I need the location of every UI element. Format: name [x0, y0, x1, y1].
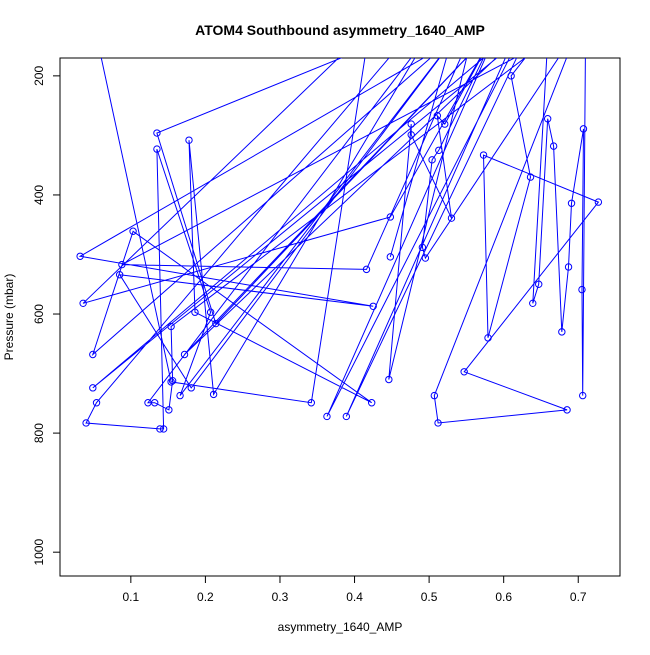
- data-point: [206, 308, 215, 316]
- x-tick-label: 0.7: [570, 590, 587, 604]
- data-point: [151, 399, 159, 407]
- y-tick-label: 200: [32, 66, 46, 86]
- data-point: [212, 319, 220, 328]
- x-tick-label: 0.5: [421, 590, 438, 604]
- data-point: [579, 125, 588, 133]
- x-tick-label: 0.4: [346, 590, 363, 604]
- data-point: [115, 271, 124, 279]
- data-point: [369, 302, 377, 310]
- data-point: [507, 72, 515, 80]
- y-tick-label: 400: [32, 185, 46, 205]
- data-point: [486, 31, 492, 37]
- data-point: [515, 37, 521, 43]
- data-point: [92, 399, 101, 407]
- data-point: [407, 131, 415, 139]
- data-point: [386, 253, 395, 261]
- data-point: [167, 378, 175, 386]
- data-point: [515, 25, 521, 31]
- data-point: [529, 299, 537, 308]
- data-point: [526, 173, 535, 181]
- data-point: [176, 391, 184, 400]
- data-point: [89, 350, 97, 359]
- data-point: [167, 322, 175, 331]
- data-point: [543, 115, 552, 123]
- data-point: [362, 265, 371, 274]
- data-point: [153, 145, 161, 153]
- data-point: [582, 13, 588, 19]
- data-point: [500, 13, 506, 19]
- data-point: [575, 25, 581, 31]
- data-point: [558, 328, 566, 336]
- data-point: [418, 243, 427, 252]
- x-tick-label: 0.1: [122, 590, 139, 604]
- data-point: [156, 425, 164, 433]
- y-tick-label: 800: [32, 423, 46, 443]
- data-point: [185, 136, 193, 144]
- data-point: [165, 406, 173, 414]
- data-point: [594, 198, 603, 206]
- y-axis-label: Pressure (mbar): [2, 274, 16, 361]
- data-point: [563, 406, 571, 414]
- data-point: [385, 375, 393, 384]
- data-point: [82, 419, 90, 427]
- data-point: [367, 399, 376, 407]
- data-point: [168, 377, 177, 385]
- data-point: [484, 334, 492, 342]
- x-tick-label: 0.2: [197, 590, 214, 604]
- data-point: [479, 151, 488, 159]
- data-point: [76, 252, 84, 260]
- data-point: [89, 384, 97, 392]
- data-point: [578, 285, 586, 294]
- chart-title: ATOM4 Southbound asymmetry_1640_AMP: [195, 22, 485, 38]
- data-line: [78, 58, 600, 430]
- data-point: [564, 263, 573, 271]
- data-point: [118, 260, 126, 269]
- data-point: [447, 214, 456, 222]
- data-point: [79, 299, 87, 308]
- data-point: [441, 120, 449, 128]
- data-point: [500, 13, 506, 19]
- data-point: [180, 350, 189, 359]
- data-point: [535, 280, 543, 288]
- data-point: [407, 120, 415, 128]
- data-point: [129, 227, 137, 235]
- data-point: [545, 37, 551, 43]
- data-point: [433, 112, 442, 120]
- data-point: [342, 412, 351, 421]
- data-point: [434, 419, 442, 427]
- data-point: [187, 384, 195, 392]
- x-axis-label: asymmetry_1640_AMP: [278, 620, 403, 634]
- data-point: [567, 199, 576, 207]
- data-point: [579, 391, 587, 400]
- data-point: [428, 156, 436, 164]
- data-point: [430, 391, 439, 400]
- plot-area: [76, 13, 603, 433]
- x-tick-label: 0.6: [495, 590, 512, 604]
- x-tick-label: 0.3: [272, 590, 289, 604]
- y-tick-label: 600: [32, 304, 46, 324]
- data-point: [441, 43, 447, 49]
- data-point: [545, 25, 551, 31]
- data-point: [90, 19, 96, 25]
- data-point: [307, 399, 315, 407]
- data-point: [191, 308, 199, 316]
- data-point: [209, 390, 218, 399]
- data-point: [159, 425, 168, 433]
- data-point: [549, 142, 558, 150]
- data-point: [153, 129, 161, 137]
- data-point: [386, 213, 395, 221]
- data-point: [530, 19, 536, 25]
- data-point: [323, 412, 331, 421]
- y-tick-label: 1000: [32, 539, 46, 566]
- data-point: [421, 254, 430, 262]
- data-point: [435, 146, 443, 154]
- data-point: [460, 368, 468, 376]
